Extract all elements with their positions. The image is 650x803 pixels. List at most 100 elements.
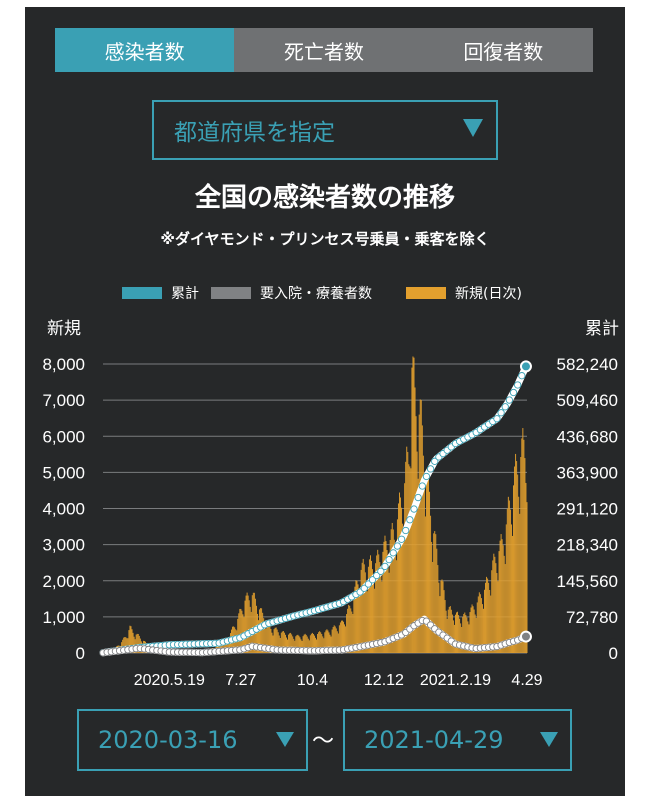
bar-new-daily (510, 524, 512, 653)
point-cumulative (514, 381, 522, 389)
prefecture-select[interactable]: 都道府県を指定 (152, 100, 498, 160)
bar-new-daily (521, 438, 523, 653)
chevron-down-icon (276, 732, 294, 747)
bar-new-daily (499, 540, 501, 653)
bar-new-daily (360, 569, 362, 653)
bar-new-daily (519, 513, 521, 653)
chart-panel: 感染者数 死亡者数 回復者数 都道府県を指定 全国の感染者数の推移 ※ダイヤモン… (25, 7, 625, 796)
bar-new-daily (503, 555, 505, 653)
bar-new-daily (507, 496, 509, 653)
bar-new-daily (494, 556, 496, 653)
bar-new-daily (247, 595, 249, 653)
chart-legend: 累計 要入院・療養者数 新規(日次) (25, 283, 625, 303)
bar-new-daily (226, 638, 228, 653)
bar-new-daily (306, 636, 308, 653)
bar-new-daily (277, 632, 279, 653)
bar-new-daily (417, 478, 419, 653)
bar-new-daily (486, 576, 488, 653)
bar-new-daily (461, 626, 463, 653)
end-date-select[interactable]: 2021-04-29 (343, 709, 572, 771)
y-right-tick-label: 145,560 (557, 572, 618, 591)
bar-new-daily (396, 519, 398, 653)
bar-new-daily (276, 629, 278, 653)
bar-new-daily (366, 591, 368, 653)
bar-new-daily (289, 633, 291, 653)
bar-new-daily (278, 635, 280, 653)
bar-new-daily (436, 548, 438, 653)
bar-new-daily (389, 539, 391, 653)
bar-new-daily (459, 618, 461, 653)
bar-new-daily (272, 635, 274, 653)
bar-new-daily (416, 451, 418, 653)
bar-new-daily (304, 633, 306, 653)
bar-new-daily (338, 625, 340, 653)
x-tick-label: 7.27 (225, 672, 256, 689)
bar-new-daily (456, 612, 457, 653)
legend-item-cumulative[interactable]: 累計 (122, 283, 199, 303)
bar-new-daily (343, 621, 344, 653)
start-date-select[interactable]: 2020-03-16 (77, 709, 308, 771)
bar-new-daily (451, 614, 453, 653)
point-cumulative (426, 465, 435, 473)
tab-infections[interactable]: 感染者数 (55, 28, 235, 72)
bar-new-daily (508, 500, 510, 653)
point-cumulative (414, 493, 422, 502)
bar-new-daily (432, 561, 434, 653)
bar-new-daily (137, 633, 139, 653)
bar-new-daily (337, 633, 339, 653)
bar-new-daily (227, 639, 229, 653)
bar-new-daily (332, 626, 334, 653)
bar-new-daily (490, 595, 492, 653)
bar-new-daily (286, 637, 287, 653)
bar-new-daily (445, 610, 447, 653)
bar-new-daily (525, 482, 527, 653)
bar-new-daily (333, 625, 335, 653)
bar-new-daily (477, 596, 479, 653)
bar-new-daily (501, 539, 503, 653)
bar-new-daily (293, 638, 295, 653)
bar-new-daily (489, 589, 491, 653)
bar-new-daily (387, 562, 389, 653)
bar-new-daily (258, 620, 259, 653)
tab-deaths[interactable]: 死亡者数 (234, 28, 414, 72)
bar-new-daily (350, 608, 352, 653)
bar-new-daily (485, 582, 486, 653)
bar-new-daily (308, 640, 310, 653)
bar-new-daily (437, 565, 439, 653)
bar-new-daily (425, 472, 427, 653)
bar-new-daily (408, 464, 410, 653)
x-tick-label: 2021.2.19 (420, 672, 491, 689)
bar-new-daily (467, 621, 469, 653)
bar-new-daily (316, 639, 318, 653)
bar-new-daily (262, 612, 264, 653)
bar-new-daily (248, 600, 250, 653)
bar-new-daily (430, 515, 432, 653)
point-cumulative (389, 549, 397, 557)
bar-new-daily (460, 623, 462, 653)
bar-new-daily (455, 614, 456, 653)
bar-new-daily (404, 483, 406, 653)
bar-new-daily (371, 560, 372, 653)
bar-new-daily (268, 621, 270, 653)
bar-new-daily (381, 581, 383, 653)
bar-new-daily (434, 531, 436, 653)
tab-recoveries[interactable]: 回復者数 (413, 28, 593, 72)
bar-new-daily (462, 616, 464, 653)
legend-item-hospitalized[interactable]: 要入院・療養者数 (211, 283, 372, 303)
bar-new-daily (429, 491, 431, 653)
legend-item-new[interactable]: 新規(日次) (406, 283, 522, 303)
bar-new-daily (297, 634, 299, 653)
bar-new-daily (420, 400, 422, 653)
bar-new-daily (319, 631, 321, 653)
point-cumulative (431, 457, 439, 465)
bar-new-daily (378, 554, 380, 653)
bar-new-daily (131, 629, 133, 653)
bar-new-daily (274, 627, 276, 653)
bar-new-daily (339, 622, 341, 653)
bar-new-daily (331, 629, 333, 653)
bar-new-daily (132, 632, 134, 653)
bar-new-daily (241, 610, 243, 653)
bar-new-daily (336, 631, 338, 653)
bar-new-daily (252, 592, 254, 653)
bar-new-daily (267, 620, 269, 653)
